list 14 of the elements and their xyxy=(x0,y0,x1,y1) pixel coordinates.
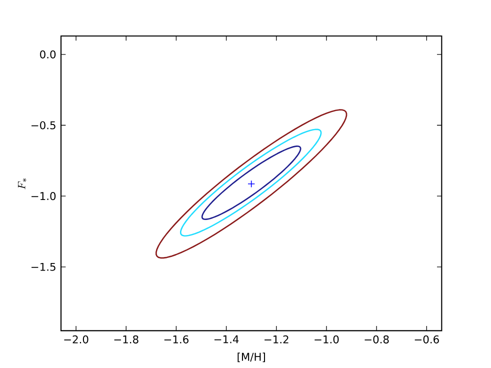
x-axis-title: [M/H] xyxy=(238,352,265,362)
x-tick-label: −1.8 xyxy=(114,335,138,344)
y-axis-title: $F_*$ xyxy=(18,178,26,190)
y-tick-label: −0.5 xyxy=(32,121,56,130)
x-tick-label: −1.4 xyxy=(214,335,239,344)
y-tick-label: 0.0 xyxy=(40,50,56,58)
x-tick-label: −1.0 xyxy=(314,335,339,344)
x-tick-label: −1.2 xyxy=(264,335,288,344)
x-tick-label: −0.6 xyxy=(414,335,439,344)
x-tick-label: −2.0 xyxy=(64,335,88,344)
x-tick-label: −0.8 xyxy=(364,335,389,344)
y-tick-label: −1.0 xyxy=(32,192,56,200)
y-tick-label: −1.5 xyxy=(32,262,56,271)
x-tick-label: −1.6 xyxy=(164,335,188,344)
